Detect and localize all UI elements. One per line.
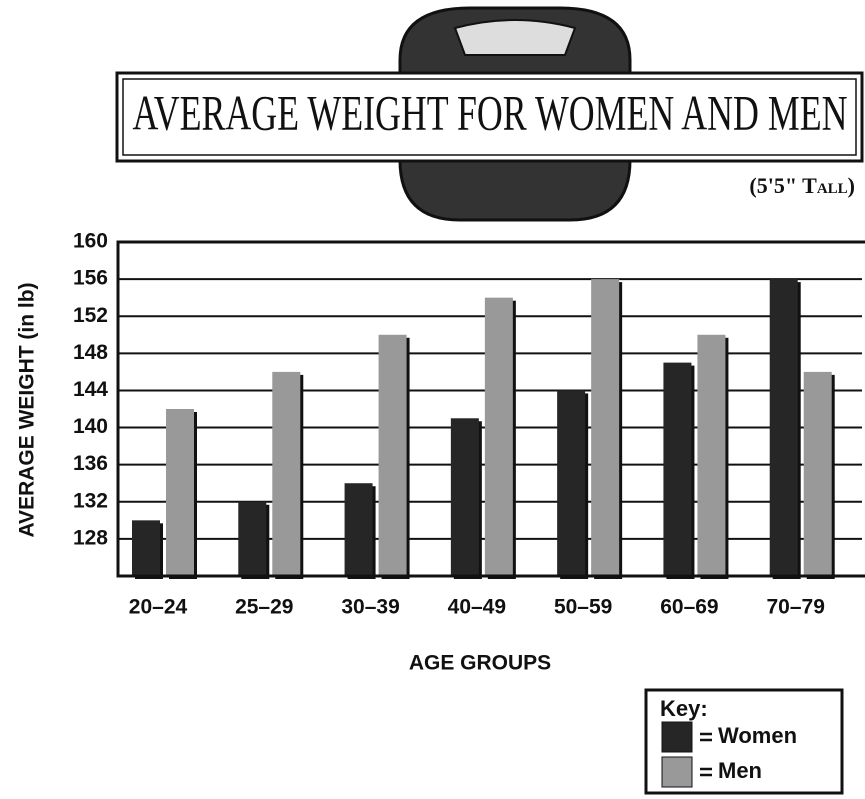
legend-label: Women (718, 723, 797, 748)
bar (379, 335, 407, 576)
x-tick-label: 60–69 (660, 596, 718, 619)
bar (697, 335, 725, 576)
bar (770, 279, 798, 576)
bar (166, 409, 194, 576)
bar (557, 390, 585, 576)
bar (272, 372, 300, 576)
y-tick-label: 152 (73, 304, 108, 327)
x-tick-label: 50–59 (554, 596, 612, 619)
chart: AVERAGE WEIGHT FOR WOMEN AND MEN (5'5" T… (0, 0, 865, 799)
y-tick-label: 148 (73, 341, 108, 364)
bar (238, 502, 266, 576)
legend-swatch (662, 757, 692, 787)
bar (345, 483, 373, 576)
bar (591, 279, 619, 576)
y-tick-label: 136 (73, 452, 108, 475)
bar (485, 298, 513, 576)
legend-label: Men (718, 758, 762, 783)
y-tick-label: 132 (73, 489, 108, 512)
chart-subtitle: (5'5" Tall) (749, 173, 855, 198)
y-tick-label: 128 (73, 526, 108, 549)
x-axis-label: AGE GROUPS (409, 652, 551, 675)
y-axis-label: AVERAGE WEIGHT (in lb) (16, 282, 39, 537)
chart-title: AVERAGE WEIGHT FOR WOMEN AND MEN (133, 84, 848, 140)
x-tick-label: 70–79 (767, 596, 825, 619)
y-tick-label: 156 (73, 267, 108, 290)
x-tick-label: 20–24 (129, 596, 188, 619)
bar (663, 363, 691, 576)
y-tick-label: 140 (73, 415, 108, 438)
bar (132, 520, 160, 576)
x-tick-label: 25–29 (235, 596, 293, 619)
y-tick-label: 144 (73, 378, 108, 401)
legend: Key: Women Men (646, 690, 842, 793)
x-tick-label: 40–49 (448, 596, 506, 619)
bar (804, 372, 832, 576)
legend-swatch (662, 722, 692, 752)
bar (451, 418, 479, 576)
legend-title: Key: (660, 696, 708, 721)
x-tick-label: 30–39 (341, 596, 399, 619)
y-tick-label: 160 (73, 230, 108, 253)
